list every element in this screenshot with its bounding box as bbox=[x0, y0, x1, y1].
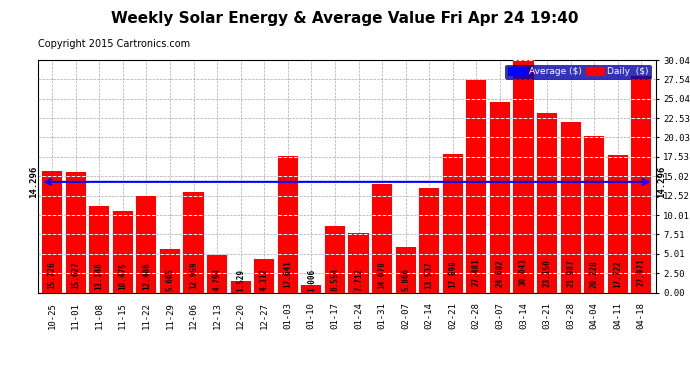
Text: Weekly Solar Energy & Average Value Fri Apr 24 19:40: Weekly Solar Energy & Average Value Fri … bbox=[111, 11, 579, 26]
Text: 24.602: 24.602 bbox=[495, 259, 504, 287]
Bar bbox=[137, 196, 157, 292]
Bar bbox=[207, 255, 227, 292]
Bar bbox=[395, 247, 415, 292]
Bar bbox=[160, 249, 180, 292]
Bar bbox=[561, 122, 581, 292]
Bar bbox=[584, 136, 604, 292]
Text: 1.006: 1.006 bbox=[307, 269, 316, 292]
Text: 14.296: 14.296 bbox=[30, 166, 39, 198]
Text: 11.146: 11.146 bbox=[95, 262, 103, 290]
Bar bbox=[325, 226, 345, 292]
Text: Copyright 2015 Cartronics.com: Copyright 2015 Cartronics.com bbox=[38, 39, 190, 50]
Text: 12.959: 12.959 bbox=[189, 262, 198, 290]
Text: 12.486: 12.486 bbox=[142, 262, 151, 290]
Text: 17.722: 17.722 bbox=[613, 261, 622, 288]
Text: 13.537: 13.537 bbox=[425, 262, 434, 290]
Text: 7.712: 7.712 bbox=[354, 268, 363, 291]
Text: 14.296: 14.296 bbox=[657, 166, 666, 198]
Text: 5.866: 5.866 bbox=[401, 268, 410, 291]
Text: 1.529: 1.529 bbox=[236, 269, 245, 292]
Legend: Average ($), Daily  ($): Average ($), Daily ($) bbox=[505, 64, 651, 79]
Text: 8.554: 8.554 bbox=[331, 267, 339, 291]
Text: 4.312: 4.312 bbox=[259, 268, 268, 291]
Bar bbox=[278, 156, 298, 292]
Bar bbox=[184, 192, 204, 292]
Bar bbox=[348, 233, 368, 292]
Bar bbox=[631, 76, 651, 292]
Text: 30.043: 30.043 bbox=[519, 258, 528, 285]
Bar bbox=[466, 80, 486, 292]
Bar bbox=[608, 155, 628, 292]
Bar bbox=[513, 60, 533, 292]
Text: 14.070: 14.070 bbox=[377, 261, 386, 289]
Bar bbox=[66, 171, 86, 292]
Text: 20.228: 20.228 bbox=[590, 260, 599, 288]
Text: 10.475: 10.475 bbox=[118, 262, 127, 290]
Bar bbox=[372, 184, 392, 292]
Bar bbox=[490, 102, 510, 292]
Text: 15.726: 15.726 bbox=[48, 261, 57, 289]
Text: 27.971: 27.971 bbox=[637, 258, 646, 286]
Bar bbox=[230, 280, 250, 292]
Bar bbox=[537, 113, 557, 292]
Text: 17.898: 17.898 bbox=[448, 261, 457, 288]
Text: 17.641: 17.641 bbox=[284, 261, 293, 288]
Bar bbox=[42, 171, 62, 292]
Text: 23.150: 23.150 bbox=[542, 260, 551, 287]
Bar bbox=[89, 206, 109, 292]
Bar bbox=[420, 188, 440, 292]
Text: 5.665: 5.665 bbox=[166, 268, 175, 291]
Text: 21.987: 21.987 bbox=[566, 260, 575, 287]
Text: 15.627: 15.627 bbox=[71, 261, 80, 289]
Bar bbox=[112, 211, 132, 292]
Bar bbox=[254, 259, 274, 292]
Bar bbox=[443, 154, 463, 292]
Bar bbox=[302, 285, 322, 292]
Text: 27.481: 27.481 bbox=[472, 258, 481, 286]
Text: 4.794: 4.794 bbox=[213, 268, 221, 291]
